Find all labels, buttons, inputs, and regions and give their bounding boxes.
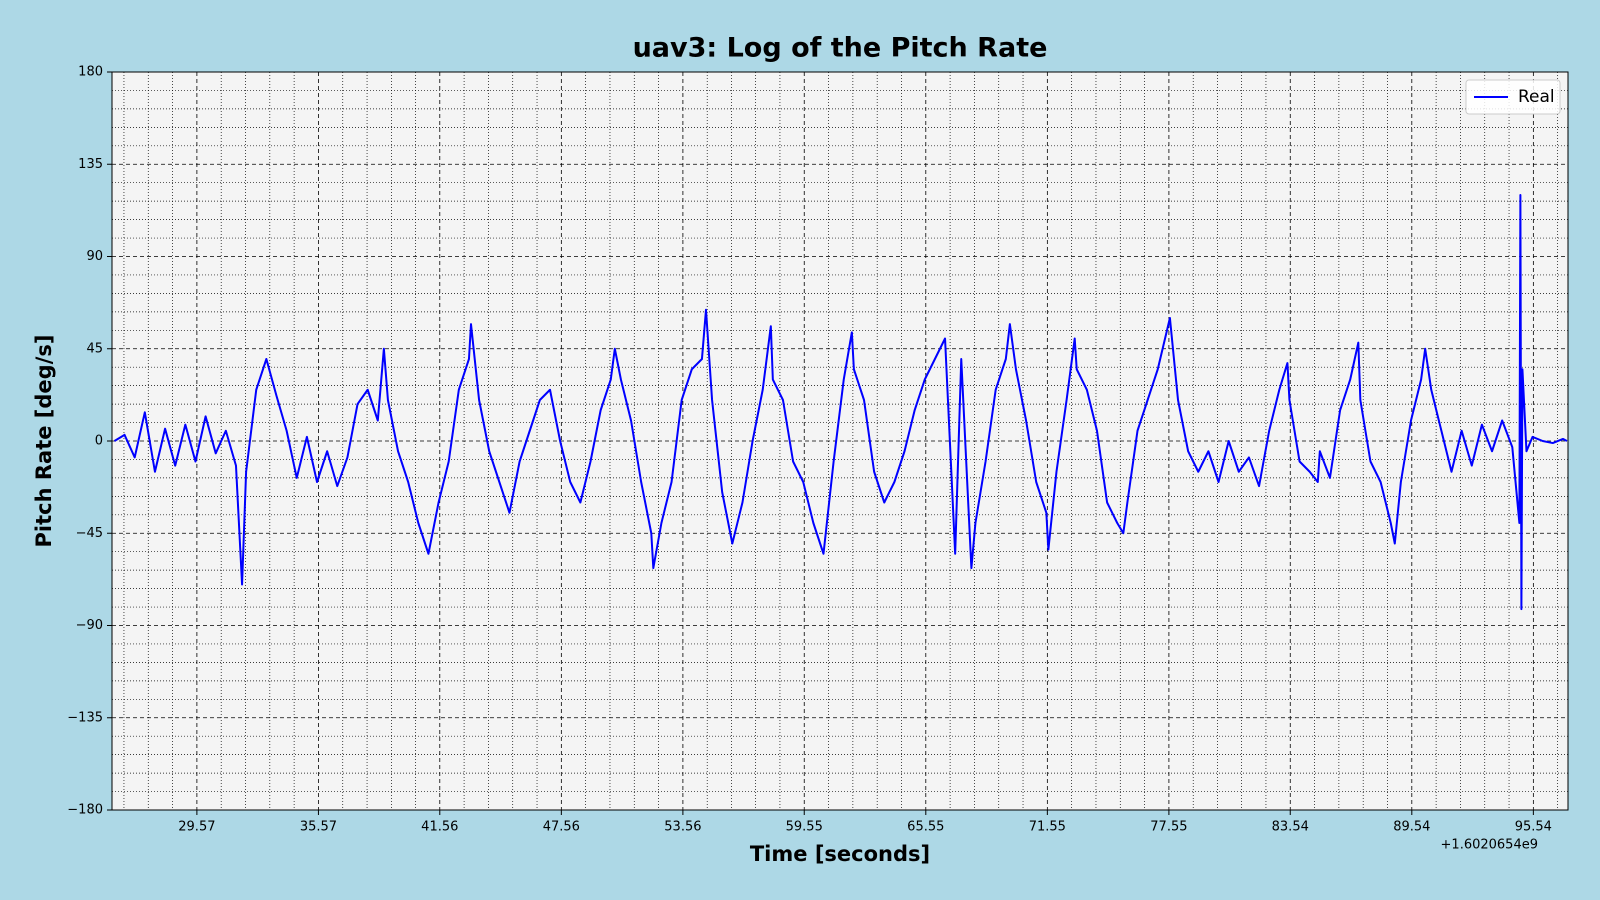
x-axis-label: Time [seconds]: [750, 842, 930, 866]
y-tick-label: 0: [95, 434, 103, 449]
x-tick-label: 65.55: [907, 820, 944, 835]
plot-frame: [111, 71, 1569, 811]
x-tick-label: 47.56: [543, 820, 580, 835]
y-tick-label: −180: [67, 803, 103, 818]
x-tick-label: 59.55: [786, 820, 823, 835]
y-tick-label: −90: [76, 618, 103, 633]
x-tick-label: 41.56: [421, 820, 458, 835]
x-tick-label: 35.57: [300, 820, 337, 835]
x-tick-label: 53.56: [664, 820, 701, 835]
y-tick-label: 180: [78, 65, 103, 80]
y-axis-label: Pitch Rate [deg/s]: [32, 335, 56, 548]
x-tick-label: 89.54: [1393, 820, 1430, 835]
y-tick-label: −135: [67, 710, 103, 725]
y-tick-label: 45: [86, 341, 103, 356]
x-tick-label: 95.54: [1515, 820, 1552, 835]
legend-label: Real: [1518, 87, 1555, 107]
y-tick-label: 90: [86, 249, 103, 264]
x-tick-label: 83.54: [1272, 820, 1309, 835]
x-tick-label: 77.55: [1150, 820, 1187, 835]
x-tick-label: 29.57: [178, 820, 215, 835]
data-line: [113, 194, 1568, 611]
y-tick-label: 135: [78, 157, 103, 172]
y-tick-label: −45: [76, 526, 103, 541]
x-offset-text: +1.6020654e9: [1441, 838, 1538, 853]
x-tick-label: 71.55: [1029, 820, 1066, 835]
chart-title: uav3: Log of the Pitch Rate: [633, 33, 1048, 64]
legend-box: [1465, 79, 1561, 115]
